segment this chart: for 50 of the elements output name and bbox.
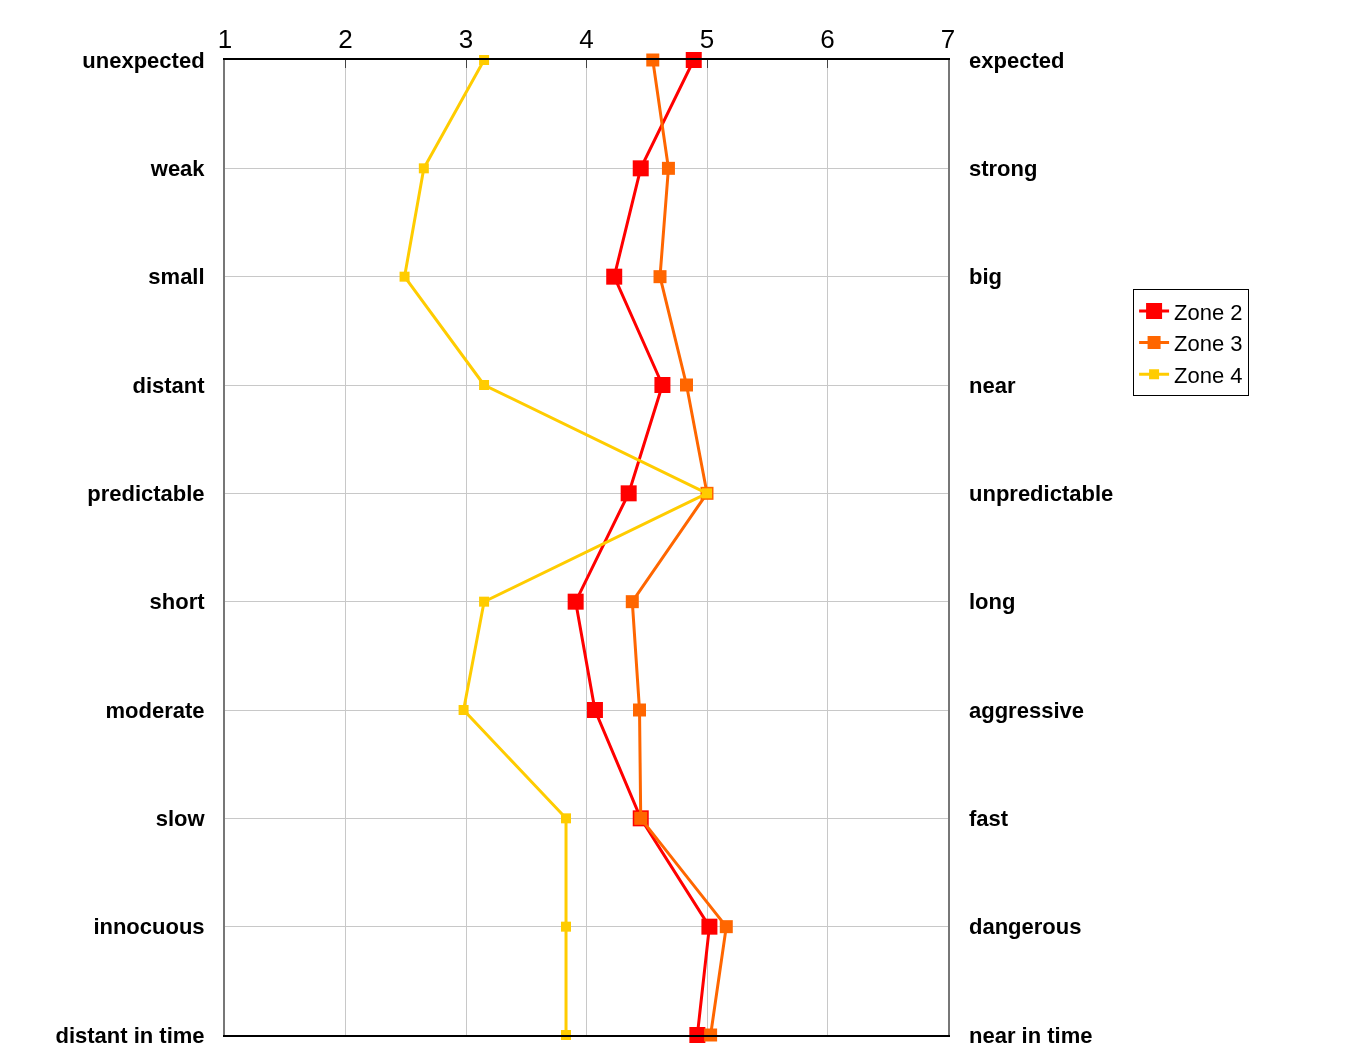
point: [653, 270, 667, 284]
y-tick-label: weak: [149, 156, 206, 182]
legend-label: Zone 4: [1174, 362, 1243, 388]
point: [632, 160, 649, 177]
x-tick-label: 3: [458, 23, 474, 54]
point: [586, 702, 603, 718]
y-tick-label: short: [149, 589, 206, 615]
point: [567, 593, 584, 610]
x-tick-label: 7: [940, 23, 956, 54]
point: [479, 380, 490, 390]
y2-tick-label: expected: [969, 47, 1065, 73]
x-tick-label: 1: [217, 23, 233, 54]
y-tick-label: unexpected: [82, 47, 205, 73]
y2-tick-label: aggressive: [969, 697, 1084, 723]
y2-tick-label: strong: [969, 156, 1038, 182]
point: [719, 920, 733, 934]
point: [701, 918, 718, 935]
point: [654, 377, 671, 393]
point: [458, 705, 469, 715]
y2-tick-label: unpredictable: [969, 481, 1114, 507]
legend-label: Zone 3: [1174, 331, 1243, 357]
point: [479, 596, 490, 607]
y2-tick-label: dangerous: [969, 914, 1082, 940]
point: [561, 813, 572, 824]
point: [661, 161, 675, 175]
y-tick-label: slow: [155, 806, 206, 832]
y2-tick-label: big: [969, 264, 1002, 290]
point: [680, 378, 694, 392]
point: [620, 485, 637, 502]
y-tick-label: distant in time: [55, 1022, 205, 1048]
y2-tick-label: long: [969, 589, 1016, 615]
point: [606, 268, 623, 285]
point: [633, 703, 647, 717]
x-tick-label: 6: [820, 23, 835, 54]
point: [418, 163, 429, 174]
x-tick-label: 5: [699, 23, 715, 54]
y-tick-label: predictable: [87, 481, 205, 507]
legend-label: Zone 2: [1174, 299, 1243, 325]
y2-tick-label: near in time: [969, 1022, 1093, 1048]
y-tick-label: innocuous: [93, 914, 205, 940]
x-tick-label: 4: [579, 23, 594, 54]
point: [399, 271, 410, 282]
y2-tick-label: near: [969, 372, 1016, 398]
y-tick-label: moderate: [105, 697, 205, 723]
y-tick-label: small: [148, 264, 205, 290]
point: [625, 595, 639, 609]
y-tick-label: distant: [132, 372, 206, 398]
y2-tick-label: fast: [969, 806, 1009, 832]
x-tick-label: 2: [338, 23, 353, 54]
point: [561, 921, 572, 932]
